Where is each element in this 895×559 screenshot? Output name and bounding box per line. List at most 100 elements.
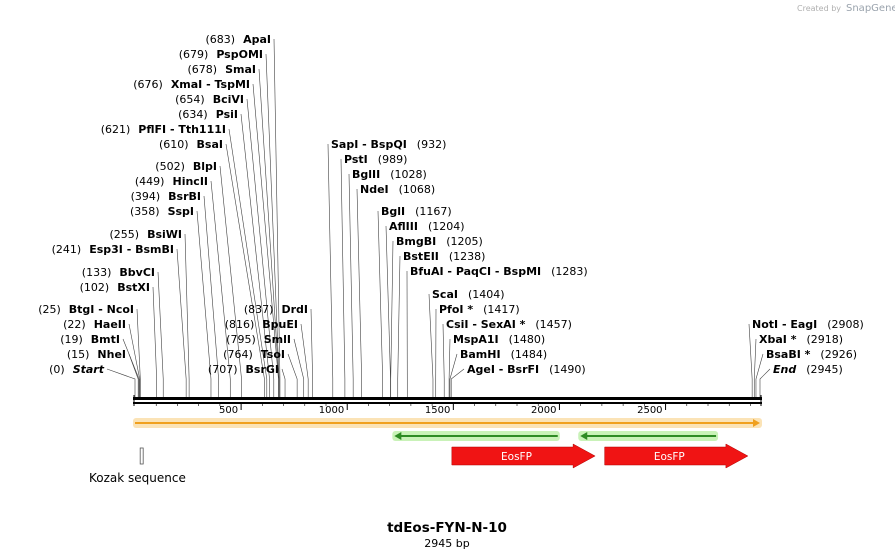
plasmid-length: 2945 bp [424, 537, 469, 550]
site-drdi-leader [310, 308, 313, 397]
site-esp3i-bsmbi-label: (241) Esp3I - BsmBI [52, 243, 174, 256]
site-tsoi-position: (764) [223, 348, 253, 361]
site-bsrbi-position: (394) [131, 190, 161, 203]
site-bsteii-name: BstEII [403, 250, 439, 263]
ruler-top-strand [133, 397, 762, 400]
sequence-ruler: 500 1000 1500 2000 2500 [133, 395, 762, 416]
site-bstxi-name: BstXI [117, 281, 150, 294]
site-smai-position: (678) [188, 63, 218, 76]
site-hincii-leader [210, 180, 231, 397]
site-drdi-label: (837) DrdI [244, 303, 308, 316]
site-nhei-name: NheI [97, 348, 126, 361]
site-pspomi-leader [265, 53, 280, 397]
orf-arrowhead [580, 432, 588, 440]
ruler-tick-label: 1000 [319, 405, 344, 416]
site-bcivi-position: (654) [175, 93, 205, 106]
site-psii-leader [240, 113, 270, 397]
site-bsrgi-label: (707) BsrGI [208, 363, 279, 376]
site-afliii-name: AflIII [389, 220, 418, 233]
site-sapi-bspqi-leader [327, 143, 334, 397]
site-bbvci-name: BbvCI [119, 266, 155, 279]
site-smli-label: (795) SmlI [226, 333, 291, 346]
site-bcivi-name: BciVI [213, 93, 244, 106]
site-csii-sexai-name: CsiI - SexAI * [446, 318, 526, 331]
eosfp-feature-label: EosFP [654, 451, 685, 463]
site-apai-label: (683) ApaI [206, 33, 272, 46]
ruler-tick-label: 2000 [531, 405, 556, 416]
site-pspomi-label: (679) PspOMI [179, 48, 263, 61]
site-sspi-label: (358) SspI [130, 205, 194, 218]
site-psii-name: PsiI [216, 108, 238, 121]
site-bcivi-label: (654) BciVI [175, 93, 244, 106]
eosfp-feature-arrow [451, 443, 596, 469]
site-bstxi-position: (102) [80, 281, 110, 294]
site-mspa1i-position: (1480) [509, 333, 546, 346]
site-xmai-tspmi-position: (676) [133, 78, 163, 91]
site-smai-label: (678) SmaI [188, 63, 257, 76]
site-bmti-position: (19) [60, 333, 83, 346]
eosfp-feature-label: EosFP [501, 451, 532, 463]
site-bamhi-leader [449, 353, 458, 397]
site-bsiwi-label: (255) BsiWI [109, 228, 182, 241]
site-bsiwi-position: (255) [109, 228, 139, 241]
site-pfoi-position: (1417) [483, 303, 520, 316]
site-bbvci-label: (133) BbvCI [82, 266, 155, 279]
snapgene-brand: Created by SnapGene [797, 3, 895, 14]
site-xbai-name: XbaI * [759, 333, 797, 346]
site-afliii-leader [385, 225, 391, 397]
site-blpi-position: (502) [155, 160, 185, 173]
site-xmai-tspmi-leader [252, 83, 279, 397]
site-pspomi-position: (679) [179, 48, 209, 61]
site-bmgbi-name: BmgBI [396, 235, 436, 248]
site-btgi-ncoi-label: (25) BtgI - NcoI [38, 303, 134, 316]
site-psti-name: PstI [344, 153, 368, 166]
site-bmti-leader [122, 338, 140, 397]
site-sapi-bspqi-position: (932) [417, 138, 447, 151]
kozak-marker [139, 447, 144, 465]
site-bfuai-paqci-bspmi-label: BfuAI - PaqCI - BspMI (1283) [410, 265, 588, 278]
ruler-tick-label: 1500 [425, 405, 450, 416]
brand-name: SnapGene [846, 3, 895, 14]
site-bsrgi-name: BsrGI [246, 363, 279, 376]
site-mspa1i-leader [448, 338, 451, 397]
site-pflfi-tth111i-leader [228, 128, 268, 397]
site-smli-leader [293, 338, 305, 397]
site-smli-position: (795) [226, 333, 256, 346]
site-agei-bsrfi-position: (1490) [549, 363, 586, 376]
site-bsabi-name: BsaBI * [766, 348, 811, 361]
eosfp-feature-arrow [604, 443, 749, 469]
site-agei-bsrfi-name: AgeI - BsrFI [467, 363, 539, 376]
site-scai-position: (1404) [468, 288, 505, 301]
site-end-leader [759, 368, 771, 397]
site-end-position: (2945) [806, 363, 843, 376]
site-hincii-position: (449) [135, 175, 165, 188]
site-bsrbi-leader [203, 195, 219, 397]
site-pflfi-tth111i-position: (621) [101, 123, 131, 136]
site-bpuei-leader [300, 323, 309, 397]
site-bglii-leader [348, 173, 354, 397]
ruler-bottom-strand [133, 402, 762, 404]
site-esp3i-bsmbi-name: Esp3I - BsmBI [89, 243, 174, 256]
site-nhei-label: (15) NheI [67, 348, 126, 361]
site-bmti-name: BmtI [91, 333, 120, 346]
site-psti-label: PstI (989) [344, 153, 407, 166]
site-bglii-position: (1028) [390, 168, 427, 181]
site-bmgbi-label: BmgBI (1205) [396, 235, 483, 248]
site-bgli-label: BglI (1167) [381, 205, 452, 218]
orf-arrowhead [394, 432, 402, 440]
site-blpi-label: (502) BlpI [155, 160, 217, 173]
site-xbai-label: XbaI * (2918) [759, 333, 843, 346]
site-bfuai-paqci-bspmi-name: BfuAI - PaqCI - BspMI [410, 265, 541, 278]
site-bsiwi-name: BsiWI [147, 228, 182, 241]
site-bsrgi-position: (707) [208, 363, 238, 376]
site-scai-label: ScaI (1404) [432, 288, 505, 301]
site-blpi-leader [219, 165, 242, 397]
site-xbai-position: (2918) [806, 333, 843, 346]
site-bamhi-position: (1484) [511, 348, 548, 361]
site-nhei-position: (15) [67, 348, 90, 361]
site-smai-name: SmaI [225, 63, 256, 76]
site-bamhi-name: BamHI [460, 348, 501, 361]
site-afliii-label: AflIII (1204) [389, 220, 465, 233]
site-sspi-leader [196, 210, 212, 397]
